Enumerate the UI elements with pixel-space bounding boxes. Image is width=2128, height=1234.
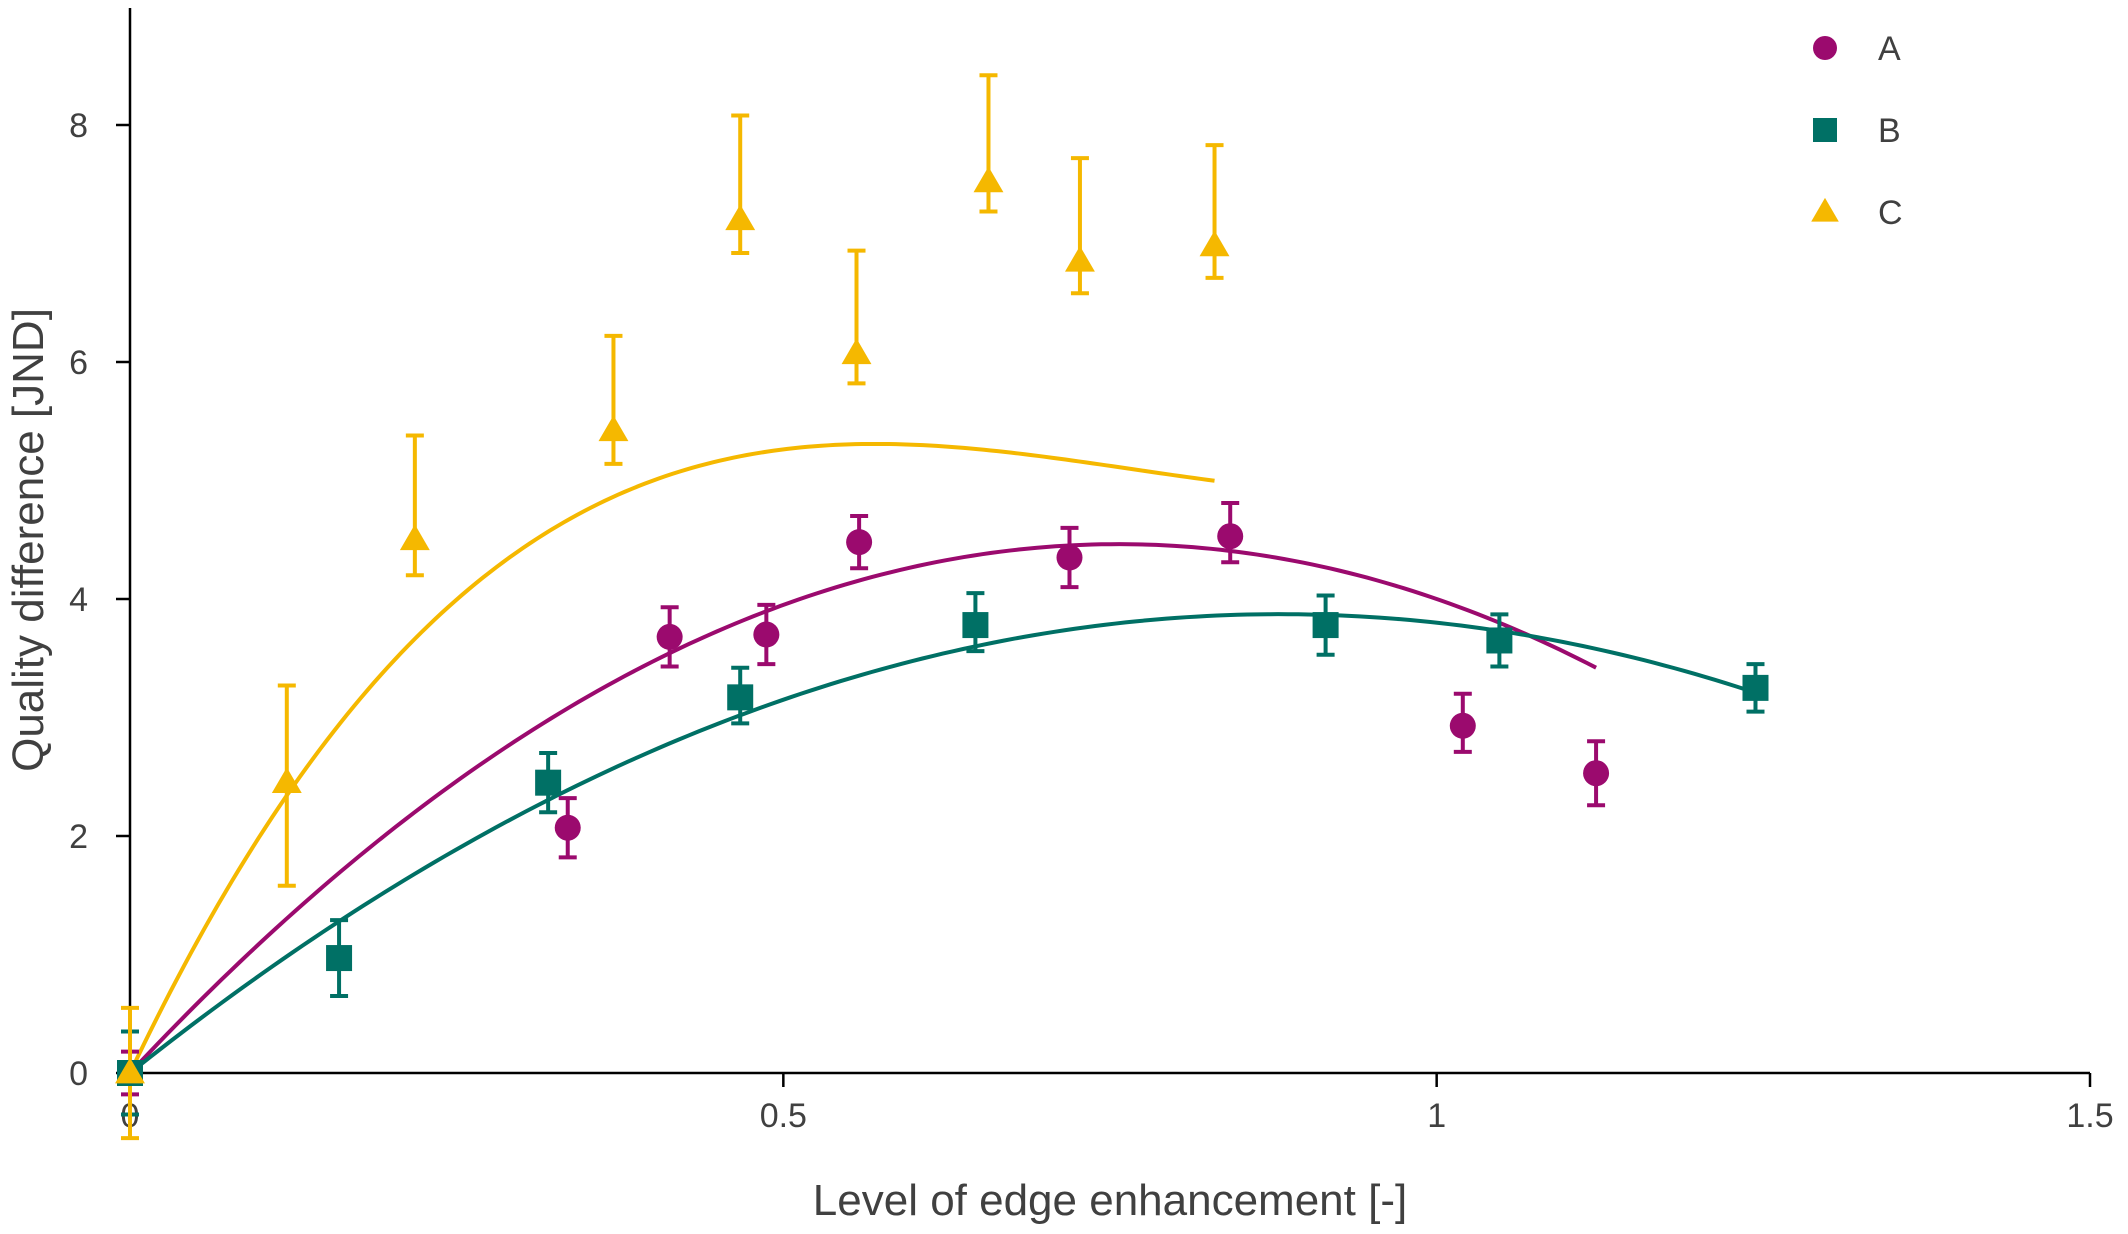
fit-curve-b (128, 612, 1757, 1075)
data-point-c (598, 415, 629, 442)
legend-marker-a (1813, 36, 1837, 60)
data-point-a (1449, 712, 1476, 739)
data-point-c (271, 767, 302, 794)
data-point-b (1486, 627, 1513, 654)
fit-curves (128, 441, 1757, 1075)
data-point-a (753, 621, 780, 648)
data-point-a (846, 529, 873, 556)
data-point-c (1199, 230, 1230, 257)
y-axis-title: Quality difference [JND] (4, 308, 53, 772)
error-bar-c (405, 433, 424, 578)
data-point-c (399, 524, 430, 551)
error-bar-c (731, 113, 750, 255)
legend-label-c: C (1878, 194, 1903, 232)
y-tick-label: 6 (69, 344, 88, 382)
legend-marker-b (1813, 118, 1837, 142)
data-markers (115, 166, 1769, 1086)
error-bar-c (604, 333, 623, 466)
data-point-b (727, 684, 754, 711)
data-point-b (326, 945, 353, 972)
data-point-c (725, 204, 756, 231)
data-point-b (1312, 612, 1339, 639)
legend-label-a: A (1878, 30, 1901, 68)
data-point-a (554, 814, 581, 841)
data-point-c (1064, 245, 1095, 272)
data-point-c (973, 166, 1004, 193)
data-point-c (115, 1057, 145, 1084)
data-point-a (1583, 760, 1610, 787)
legend-marker-c (1811, 197, 1839, 222)
error-bars (121, 73, 1765, 1141)
x-tick-label: 1 (1427, 1097, 1446, 1135)
x-tick-label: 1.5 (2066, 1097, 2113, 1135)
y-tick-label: 0 (69, 1055, 88, 1093)
x-axis-title: Level of edge enhancement [-] (813, 1176, 1407, 1225)
data-point-b (1742, 674, 1769, 701)
x-tick-label: 0.5 (760, 1097, 807, 1135)
error-bar-c (1205, 143, 1224, 280)
data-point-b (962, 612, 989, 639)
error-bar-c (1070, 156, 1089, 296)
y-tick-label: 8 (69, 107, 88, 145)
data-point-b (535, 769, 562, 796)
data-point-a (1056, 544, 1083, 571)
legend: A B C (1811, 30, 1903, 232)
legend-label-b: B (1878, 112, 1901, 150)
fit-curve-c (128, 441, 1215, 1074)
y-tick-label: 4 (69, 581, 88, 619)
y-tick-label: 2 (69, 818, 88, 856)
data-point-a (656, 623, 683, 650)
data-point-c (841, 338, 872, 365)
data-point-a (1217, 523, 1244, 550)
fit-curve-a (128, 542, 1597, 1075)
